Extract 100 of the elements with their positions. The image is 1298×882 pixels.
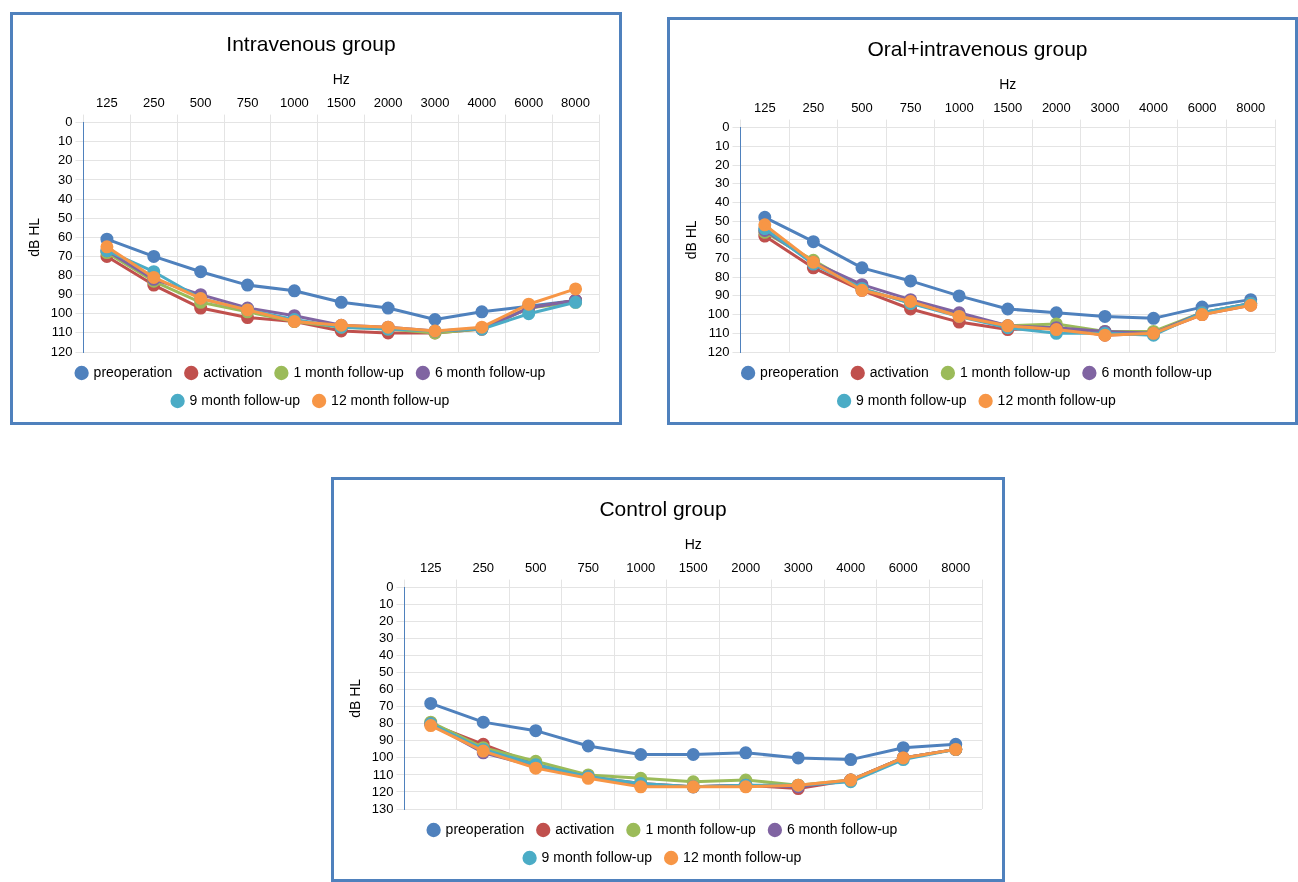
- chart-title: Control group: [599, 497, 727, 521]
- y-axis-title: dB HL: [26, 217, 43, 257]
- legend-label: preoperation: [445, 820, 525, 837]
- x-tick-label: 6000: [1187, 100, 1217, 116]
- x-tick-label: 3000: [1090, 100, 1120, 116]
- x-tick-label: 4000: [1139, 100, 1168, 116]
- y-tick-label: 90: [715, 287, 730, 303]
- legend-label: activation: [555, 820, 615, 837]
- y-tick-label: 90: [379, 732, 394, 748]
- x-tick-label: 125: [753, 100, 776, 116]
- y-tick-label: 100: [50, 305, 73, 321]
- y-tick-label: 50: [715, 212, 730, 228]
- y-tick-label: 110: [51, 324, 73, 340]
- x-tick-label: 8000: [941, 560, 971, 576]
- x-tick-label: 1000: [626, 560, 656, 576]
- legend-label: 12 month follow-up: [331, 391, 450, 408]
- y-tick-label: 30: [715, 175, 730, 191]
- x-tick-label: 6000: [514, 95, 544, 111]
- y-tick-label: 50: [58, 209, 73, 225]
- x-tick-label: 3000: [420, 95, 450, 111]
- y-tick-label: 100: [371, 749, 394, 765]
- legend-label: 9 month follow-up: [856, 391, 967, 408]
- y-tick-label: 90: [58, 286, 73, 302]
- legend-label: activation: [203, 363, 263, 380]
- chart-title: Intravenous group: [226, 32, 396, 56]
- y-tick-label: 40: [379, 647, 394, 663]
- legend-label: 1 month follow-up: [959, 363, 1071, 380]
- x-tick-label: 2000: [1041, 100, 1071, 116]
- legend-label: preoperation: [93, 363, 173, 380]
- x-tick-label: 1000: [279, 95, 309, 111]
- y-tick-label: 0: [65, 114, 73, 130]
- y-tick-label: 120: [371, 783, 394, 799]
- y-tick-label: 70: [58, 247, 73, 263]
- x-tick-label: 1000: [944, 100, 974, 116]
- x-tick-label: 250: [472, 560, 495, 576]
- x-tick-label: 125: [419, 560, 442, 576]
- x-tick-label: 6000: [888, 560, 918, 576]
- y-tick-label: 20: [715, 156, 730, 172]
- y-tick-label: 110: [708, 324, 730, 340]
- legend-label: activation: [869, 363, 929, 380]
- legend-label: 6 month follow-up: [1101, 363, 1213, 380]
- x-tick-label: 250: [142, 95, 165, 111]
- x-axis-title: Hz: [332, 71, 350, 88]
- x-tick-label: 2000: [373, 95, 403, 111]
- y-tick-label: 0: [722, 119, 730, 135]
- x-tick-label: 1500: [678, 560, 708, 576]
- y-tick-label: 10: [715, 137, 730, 153]
- y-tick-label: 80: [58, 267, 73, 283]
- x-tick-label: 250: [802, 100, 825, 116]
- x-tick-label: 1500: [326, 95, 356, 111]
- legend-label: 12 month follow-up: [997, 391, 1117, 408]
- legend-label: 12 month follow-up: [683, 848, 802, 865]
- y-tick-label: 70: [379, 698, 394, 714]
- y-tick-label: 80: [715, 268, 730, 284]
- y-tick-label: 110: [372, 766, 394, 782]
- x-tick-label: 125: [96, 95, 118, 111]
- y-tick-label: 60: [58, 228, 73, 244]
- x-tick-label: 3000: [783, 560, 813, 576]
- y-tick-label: 80: [379, 715, 394, 731]
- y-tick-label: 10: [58, 133, 73, 149]
- x-tick-label: 750: [577, 560, 600, 576]
- legend-label: 6 month follow-up: [434, 363, 546, 380]
- x-tick-label: 1500: [993, 100, 1023, 116]
- x-axis-title: Hz: [999, 76, 1017, 93]
- y-tick-label: 30: [58, 171, 73, 187]
- x-tick-label: 2000: [731, 560, 761, 576]
- y-tick-label: 60: [379, 681, 394, 697]
- y-tick-label: 70: [715, 250, 730, 266]
- x-tick-label: 500: [189, 95, 212, 111]
- y-tick-label: 40: [715, 193, 730, 209]
- y-tick-label: 20: [379, 613, 394, 629]
- y-tick-label: 60: [715, 231, 730, 247]
- legend-label: 9 month follow-up: [541, 848, 653, 865]
- x-tick-label: 8000: [1236, 100, 1266, 116]
- y-tick-label: 120: [50, 343, 73, 359]
- x-tick-label: 500: [524, 560, 547, 576]
- legend-label: 9 month follow-up: [189, 391, 301, 408]
- x-tick-label: 8000: [561, 95, 591, 111]
- y-tick-label: 30: [379, 630, 394, 646]
- y-tick-label: 20: [58, 152, 73, 168]
- x-tick-label: 750: [236, 95, 259, 111]
- x-tick-label: 4000: [836, 560, 866, 576]
- y-tick-label: 40: [58, 190, 73, 206]
- chart-title: Oral+intravenous group: [867, 37, 1088, 61]
- y-tick-label: 0: [386, 579, 394, 595]
- y-tick-label: 50: [379, 664, 394, 680]
- x-tick-label: 500: [851, 100, 873, 116]
- y-axis-title: dB HL: [347, 678, 364, 718]
- legend-label: preoperation: [760, 363, 839, 380]
- legend-label: 1 month follow-up: [293, 363, 405, 380]
- y-tick-label: 10: [379, 596, 394, 612]
- x-tick-label: 750: [899, 100, 922, 116]
- legend-label: 1 month follow-up: [645, 820, 757, 837]
- y-tick-label: 130: [371, 800, 394, 816]
- legend-label: 6 month follow-up: [786, 820, 898, 837]
- y-axis-title: dB HL: [683, 220, 700, 260]
- x-tick-label: 4000: [467, 95, 497, 111]
- x-axis-title: Hz: [684, 536, 702, 553]
- y-tick-label: 100: [707, 306, 730, 322]
- y-tick-label: 120: [707, 343, 730, 359]
